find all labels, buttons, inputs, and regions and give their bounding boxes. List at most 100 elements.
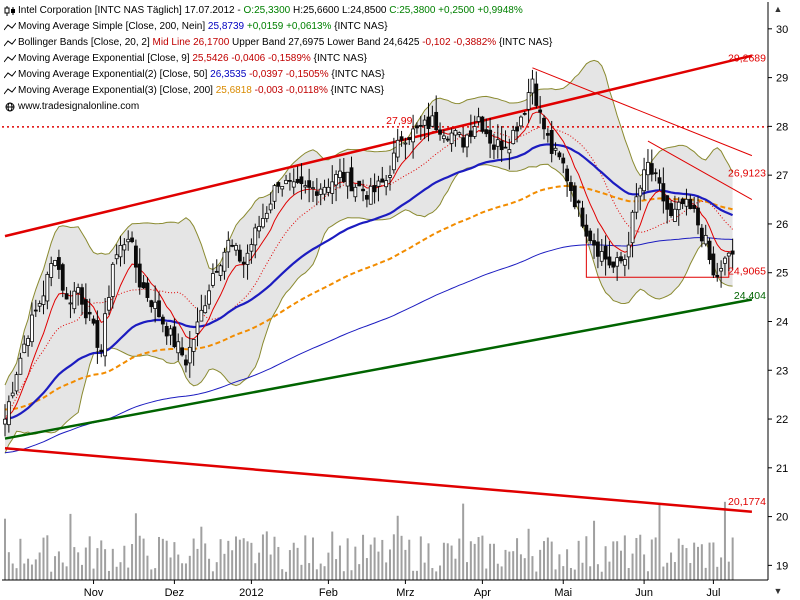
volume-bar xyxy=(392,534,395,580)
candle-body xyxy=(314,191,319,196)
y-tick-label: 23 xyxy=(776,365,788,377)
candle-body xyxy=(565,168,569,182)
volume-bar xyxy=(169,557,172,580)
candle-body xyxy=(395,139,400,158)
candle-body xyxy=(130,237,134,243)
candle-body xyxy=(284,179,288,185)
candle-body xyxy=(434,111,439,130)
legend-bollinger-upper: Upper Band 27,6975 xyxy=(232,37,325,48)
volume-bar xyxy=(708,542,711,580)
legend-open: O:25,3300 xyxy=(243,5,291,16)
bollinger-upper-band xyxy=(4,59,734,386)
candle-body xyxy=(472,126,477,137)
price-label: 20,1774 xyxy=(728,496,766,508)
candle-body xyxy=(184,359,188,366)
candle-body xyxy=(234,245,238,251)
volume-bar xyxy=(246,541,249,580)
candle-body xyxy=(210,273,215,286)
scroll-down-button[interactable]: ▼ xyxy=(772,585,784,597)
legend-instrument-name: Intel Corporation [INTC NAS Täglich] xyxy=(18,5,182,16)
volume-bar xyxy=(77,552,80,580)
volume-bar xyxy=(242,538,245,580)
ema200-line xyxy=(4,184,733,411)
candle-body xyxy=(457,132,462,135)
candle-body xyxy=(723,257,727,264)
price-labels: 29,2689 27,99 26,9123 24,9065 24,404 20,1774 xyxy=(386,52,766,507)
candle-body xyxy=(603,245,608,260)
price-label: 29,2689 xyxy=(728,52,766,64)
volume-bar xyxy=(519,554,522,580)
candle-body xyxy=(322,186,327,195)
volume-bar xyxy=(523,558,526,580)
scroll-up-button[interactable]: ▲ xyxy=(772,3,784,15)
candle-body xyxy=(611,261,616,268)
candle-body xyxy=(222,251,227,272)
volume-bar xyxy=(354,546,357,580)
volume-bar xyxy=(396,515,399,580)
candle-body xyxy=(372,185,377,193)
legend-sma200-name: Moving Average Simple [Close, 200, Nein] xyxy=(18,21,206,32)
candle-body xyxy=(203,305,208,314)
volume-bar xyxy=(673,562,676,580)
volume-bar xyxy=(184,563,187,580)
bollinger-lower-band xyxy=(4,163,733,454)
candle-body xyxy=(199,309,204,322)
x-tick-label: Mrz xyxy=(396,587,414,599)
trendline-lower-red-line xyxy=(4,447,753,513)
volume-bar xyxy=(527,528,530,580)
volume-bar xyxy=(446,543,449,580)
candle-body xyxy=(468,130,473,137)
volume-bar xyxy=(700,544,703,580)
y-tick-label: 21 xyxy=(776,463,788,475)
legend-ema50-name: Moving Average Exponential(2) [Close, 50… xyxy=(18,69,208,80)
candle-body xyxy=(149,300,154,308)
legend-close: C:25,3800 xyxy=(389,5,436,16)
candle-body xyxy=(622,259,627,266)
candle-body xyxy=(41,295,46,305)
volume-bar xyxy=(30,564,33,580)
legend-ema200-value: 25,6818 xyxy=(215,85,252,96)
volume-bar xyxy=(389,549,391,580)
sma200-line xyxy=(4,237,733,454)
volume-bar xyxy=(142,538,145,580)
y-tick-label: 24 xyxy=(776,316,788,328)
volume-bar xyxy=(539,549,542,580)
bollinger-bands xyxy=(4,59,734,454)
candle-body xyxy=(542,117,546,130)
candle-body xyxy=(553,147,558,151)
candle-body xyxy=(191,339,196,352)
candle-body xyxy=(18,357,23,375)
candle-body xyxy=(696,207,700,226)
volume-bar xyxy=(100,540,103,580)
candle-body xyxy=(230,244,235,247)
volume-bar xyxy=(723,501,726,580)
candle-body xyxy=(72,290,77,310)
volume-bar xyxy=(150,569,153,580)
line-icon xyxy=(4,86,16,95)
volume-bar xyxy=(373,537,376,580)
candle-body xyxy=(83,299,88,319)
volume-bar xyxy=(431,568,434,580)
volume-bar xyxy=(400,535,403,580)
candle-body xyxy=(534,83,539,106)
candle-body xyxy=(703,234,708,245)
candle-body xyxy=(422,119,427,126)
line-icon xyxy=(4,38,16,47)
volume-bar xyxy=(423,562,426,580)
volume-bar xyxy=(327,552,330,580)
candle-body xyxy=(187,346,192,364)
candle-body xyxy=(495,139,500,147)
legend-ema50-suffix: {INTC NAS} xyxy=(331,69,385,80)
volume-bar xyxy=(227,540,230,580)
volume-bar xyxy=(288,550,291,580)
volume-bar xyxy=(492,543,495,580)
legend-ema50-change: -0,0397 xyxy=(249,69,284,80)
candle-body xyxy=(503,146,508,149)
candle-body xyxy=(715,274,720,278)
volume-bar xyxy=(496,563,499,580)
volume-bar xyxy=(11,563,14,580)
candle-body xyxy=(418,124,423,127)
volume-bar xyxy=(342,571,345,580)
volume-bar xyxy=(258,552,261,580)
